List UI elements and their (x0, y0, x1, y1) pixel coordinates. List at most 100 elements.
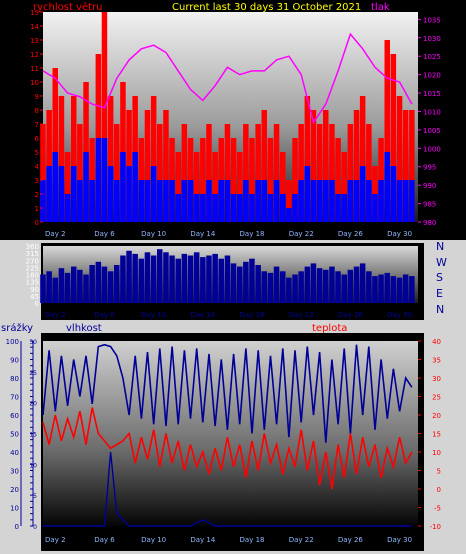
wind-average-bar (144, 180, 151, 222)
climate-x-tick-label: Day 6 (94, 536, 115, 544)
wind-average-bar (237, 194, 243, 222)
humidity-tick-label: 0 (15, 523, 19, 531)
wind-average-bar (200, 194, 206, 222)
wind-direction-bar (292, 274, 298, 303)
temperature-tick-label: 15 (432, 431, 441, 439)
wind-gust-bar (181, 124, 188, 222)
wind-gust-bar (71, 96, 77, 222)
wind-direction-bar (71, 266, 77, 303)
wind-average-bar (169, 180, 175, 222)
wind-direction-bar (144, 252, 151, 303)
temperature-tick-label: 10 (432, 449, 441, 457)
wind-gust-bar (255, 124, 261, 222)
wind-direction-bar (157, 249, 163, 303)
wind-direction-bar (298, 271, 304, 303)
wind-gust-bar (286, 180, 292, 222)
wind-gust-bar (52, 68, 58, 222)
wind-average-bar (52, 152, 58, 222)
temperature-tick-label: 30 (432, 375, 441, 383)
wind-average-bar (175, 194, 181, 222)
compass-label-s: S (436, 271, 443, 284)
rain-tick-label: 5 (33, 493, 37, 500)
wind-speed-tick-label: 1 (35, 205, 39, 213)
wind-average-bar (132, 152, 138, 222)
wind-direction-bar (200, 257, 206, 303)
wind-gust-bar (298, 124, 304, 222)
wind-direction-bar (366, 271, 372, 303)
wind-average-bar (273, 180, 280, 222)
wind-x-tick-label: Day 26 (338, 230, 364, 238)
wind-gust-bar (77, 124, 83, 222)
wind-average-bar (95, 138, 102, 222)
wind-average-bar (329, 180, 335, 222)
wind-speed-tick-label: 9 (35, 93, 39, 101)
wind-average-bar (138, 180, 145, 222)
pressure-tick-label: 1000 (423, 145, 441, 153)
pressure-line (42, 32, 413, 125)
wind-direction-bar (138, 258, 145, 303)
wind-gust-bar (335, 138, 341, 222)
pressure-tick-label: 1030 (423, 35, 441, 43)
wind-gust-bar (390, 54, 397, 222)
temperature-tick-label: -10 (430, 523, 441, 531)
wind-gust-bar (384, 40, 390, 222)
wind-direction-bar (261, 271, 267, 303)
direction-x-tick-label: Day 6 (94, 311, 115, 319)
direction-x-tick-label: Day 30 (387, 311, 412, 319)
wind-direction-bar (310, 263, 317, 303)
wind-gust-bar (212, 152, 218, 222)
wind-direction-bar (224, 255, 231, 303)
direction-x-tick-label: Day 10 (141, 311, 166, 319)
humidity-tick-label: 20 (10, 486, 19, 494)
wind-gust-bar (329, 124, 335, 222)
wind-gust-bar (224, 124, 231, 222)
wind-gust-bar (261, 110, 267, 222)
wind-gust-bar (323, 110, 329, 222)
pressure-label: tlak (371, 2, 390, 13)
wind-direction-bar (77, 269, 83, 304)
wind-direction-bar (40, 274, 46, 303)
wind-average-bar (212, 194, 218, 222)
wind-gust-bar (292, 138, 298, 222)
wind-gust-bar (206, 124, 212, 222)
wind-gust-bar (157, 124, 163, 222)
wind-x-tick-label: Day 22 (289, 230, 314, 238)
wind-direction-bar (341, 274, 347, 303)
pressure-tick-label: 990 (423, 182, 436, 190)
wind-average-bar (150, 166, 157, 222)
wind-average-bar (64, 194, 71, 222)
humidity-temp-plot-area (43, 341, 418, 526)
climate-x-tick-label: Day 14 (190, 536, 216, 544)
wind-average-bar (58, 166, 65, 222)
wind-direction-bar (372, 276, 378, 303)
rain-tick-label: 0 (33, 524, 37, 531)
wind-x-tick-label: Day 14 (190, 230, 216, 238)
wind-direction-bar (193, 252, 200, 303)
wind-average-bar (372, 194, 378, 222)
wind-gust-bar (237, 152, 243, 222)
wind-average-bar (193, 194, 200, 222)
wind-gust-bar (396, 96, 403, 222)
wind-direction-bar (101, 266, 108, 303)
wind-average-bar (261, 180, 267, 222)
wind-gust-bar (280, 152, 286, 222)
wind-direction-bar (169, 255, 175, 303)
wind-x-tick-label: Day 18 (240, 230, 265, 238)
wind-direction-bar (286, 277, 292, 303)
temperature-label: teplota (312, 323, 347, 334)
direction-tick-label: 180 (26, 272, 39, 280)
wind-direction-bar (89, 265, 95, 303)
wind-average-bar (390, 166, 397, 222)
wind-gust-bar (163, 110, 169, 222)
wind-direction-bar (64, 272, 71, 303)
compass-label-n-top: N (436, 240, 444, 253)
pressure-tick-label: 1020 (423, 72, 441, 80)
compass-label-w: W (436, 256, 447, 269)
wind-average-bar (384, 152, 390, 222)
wind-direction-bar (52, 277, 58, 303)
pressure-tick-label: 1015 (423, 90, 441, 98)
wind-gust-bar (409, 110, 415, 222)
wind-average-bar (267, 194, 274, 222)
climate-x-tick-label: Day 22 (289, 536, 314, 544)
